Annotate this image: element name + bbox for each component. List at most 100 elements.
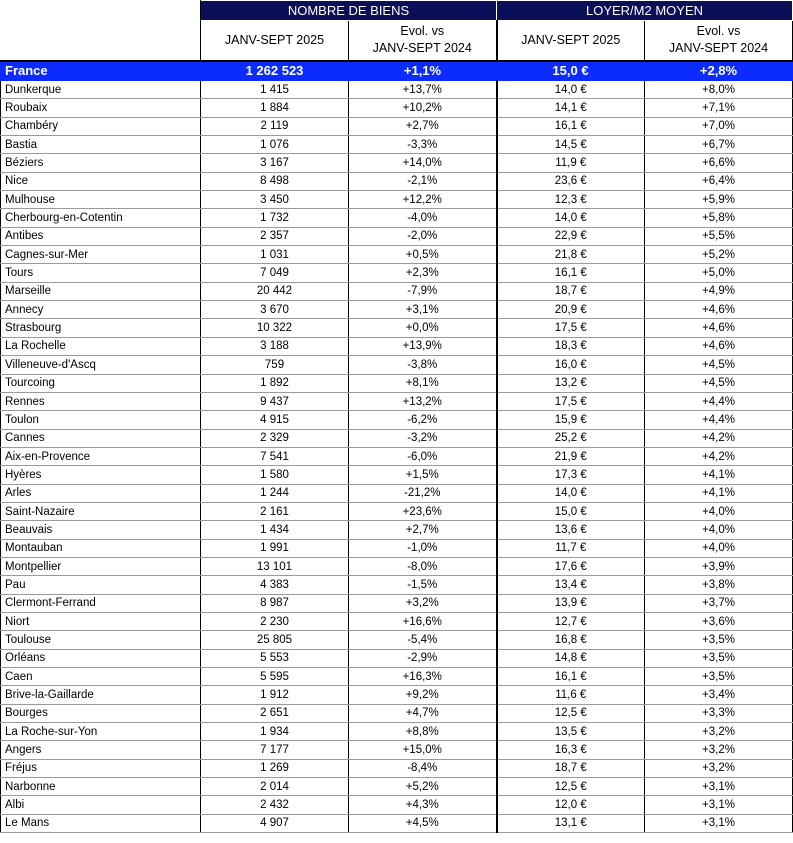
city-name: Aix-en-Provence <box>0 446 201 467</box>
france-loyer: 15,0 € <box>496 60 645 81</box>
biens-count: 2 651 <box>200 703 349 724</box>
loyer-evol: +3,1% <box>644 777 793 797</box>
biens-evol: +13,7% <box>348 79 497 100</box>
biens-evol: +12,2% <box>348 190 497 210</box>
table-row: Béziers 3 167 +14,0% 11,9 € +6,6% <box>0 153 793 173</box>
loyer-evol: +3,5% <box>644 648 793 669</box>
france-biens-evol: +1,1% <box>348 60 497 81</box>
biens-evol: +0,0% <box>348 318 497 338</box>
biens-evol: +5,2% <box>348 777 497 797</box>
city-name: Montauban <box>0 538 201 558</box>
loyer-value: 11,6 € <box>495 685 645 705</box>
city-name: Tours <box>0 263 201 283</box>
table-row: Beauvais 1 434 +2,7% 13,6 € +4,0% <box>0 520 793 540</box>
biens-evol: -6,2% <box>348 410 497 430</box>
loyer-evol: +3,6% <box>644 611 793 632</box>
city-name: Tourcoing <box>0 373 201 393</box>
city-name: Pau <box>0 575 201 595</box>
table-row: Saint-Nazaire 2 161 +23,6% 15,0 € +4,0% <box>0 501 793 522</box>
table-row: Niort 2 230 +16,6% 12,7 € +3,6% <box>0 611 793 632</box>
table-row: Cannes 2 329 -3,2% 25,2 € +4,2% <box>0 428 793 448</box>
loyer-value: 17,5 € <box>495 391 645 412</box>
loyer-evol: +3,1% <box>644 795 793 815</box>
loyer-evol: +4,4% <box>644 391 793 412</box>
table-row: Albi 2 432 +4,3% 12,0 € +3,1% <box>0 795 793 815</box>
table-row: Angers 7 177 +15,0% 16,3 € +3,2% <box>0 740 793 760</box>
city-name: Caen <box>0 666 201 687</box>
loyer-value: 14,1 € <box>495 98 645 118</box>
table-row: Dunkerque 1 415 +13,7% 14,0 € +8,0% <box>0 79 793 100</box>
loyer-value: 15,9 € <box>495 410 645 430</box>
city-name: Brive-la-Gaillarde <box>0 685 201 705</box>
header-biens-period: JANV-SEPT 2025 <box>200 20 349 62</box>
loyer-value: 13,2 € <box>495 373 645 393</box>
table-row: Pau 4 383 -1,5% 13,4 € +3,8% <box>0 575 793 595</box>
loyer-value: 14,8 € <box>495 648 645 669</box>
biens-count: 1 244 <box>200 483 349 503</box>
biens-evol: +3,1% <box>348 300 497 320</box>
biens-count: 2 161 <box>200 501 349 522</box>
loyer-value: 18,7 € <box>495 281 645 302</box>
table-row: Nice 8 498 -2,1% 23,6 € +6,4% <box>0 171 793 192</box>
city-name: Mulhouse <box>0 190 201 210</box>
loyer-value: 25,2 € <box>495 428 645 448</box>
header-loyer-evol-line1: Evol. vs <box>696 24 741 39</box>
loyer-evol: +5,9% <box>644 190 793 210</box>
table-row: Bourges 2 651 +4,7% 12,5 € +3,3% <box>0 703 793 724</box>
loyer-value: 18,3 € <box>495 336 645 357</box>
table-row: Toulon 4 915 -6,2% 15,9 € +4,4% <box>0 410 793 430</box>
loyer-evol: +6,7% <box>644 135 793 155</box>
biens-count: 25 805 <box>200 630 349 650</box>
city-name: Albi <box>0 795 201 815</box>
biens-evol: +9,2% <box>348 685 497 705</box>
biens-evol: -4,0% <box>348 208 497 228</box>
table-row: Aix-en-Provence 7 541 -6,0% 21,9 € +4,2% <box>0 446 793 467</box>
loyer-value: 12,7 € <box>495 611 645 632</box>
biens-count: 1 912 <box>200 685 349 705</box>
loyer-value: 18,7 € <box>495 758 645 779</box>
city-name: Chambéry <box>0 116 201 137</box>
biens-evol: +15,0% <box>348 740 497 760</box>
loyer-evol: +4,9% <box>644 281 793 302</box>
loyer-evol: +4,5% <box>644 373 793 393</box>
biens-evol: +2,3% <box>348 263 497 283</box>
biens-evol: +16,6% <box>348 611 497 632</box>
header-nombre-de-biens: NOMBRE DE BIENS <box>200 0 497 21</box>
city-name: Toulon <box>0 410 201 430</box>
biens-evol: +23,6% <box>348 501 497 522</box>
table-row: Chambéry 2 119 +2,7% 16,1 € +7,0% <box>0 116 793 137</box>
biens-evol: -2,0% <box>348 226 497 247</box>
biens-count: 1 732 <box>200 208 349 228</box>
loyer-value: 23,6 € <box>495 171 645 192</box>
table-row: Clermont-Ferrand 8 987 +3,2% 13,9 € +3,7% <box>0 593 793 613</box>
city-name: La Roche-sur-Yon <box>0 722 201 742</box>
biens-evol: -1,5% <box>348 575 497 595</box>
loyer-evol: +7,1% <box>644 98 793 118</box>
loyer-evol: +6,6% <box>644 153 793 173</box>
loyer-value: 12,3 € <box>495 190 645 210</box>
loyer-evol: +4,0% <box>644 520 793 540</box>
loyer-value: 13,4 € <box>495 575 645 595</box>
biens-count: 20 442 <box>200 281 349 302</box>
city-name: Antibes <box>0 226 201 247</box>
table-row: Hyères 1 580 +1,5% 17,3 € +4,1% <box>0 465 793 485</box>
table-row: Montpellier 13 101 -8,0% 17,6 € +3,9% <box>0 556 793 577</box>
biens-evol: -6,0% <box>348 446 497 467</box>
biens-count: 4 907 <box>200 813 349 834</box>
table-row: Montauban 1 991 -1,0% 11,7 € +4,0% <box>0 538 793 558</box>
loyer-value: 21,8 € <box>495 245 645 265</box>
biens-evol: +3,2% <box>348 593 497 613</box>
biens-count: 1 076 <box>200 135 349 155</box>
biens-count: 2 329 <box>200 428 349 448</box>
biens-evol: -1,0% <box>348 538 497 558</box>
loyer-evol: +4,6% <box>644 300 793 320</box>
biens-count: 2 432 <box>200 795 349 815</box>
biens-evol: -3,2% <box>348 428 497 448</box>
table-row: Orléans 5 553 -2,9% 14,8 € +3,5% <box>0 648 793 669</box>
biens-evol: +16,3% <box>348 666 497 687</box>
biens-count: 1 934 <box>200 722 349 742</box>
loyer-evol: +3,2% <box>644 722 793 742</box>
header-loyer-evol-line2: JANV-SEPT 2024 <box>668 41 769 56</box>
loyer-evol: +5,8% <box>644 208 793 228</box>
loyer-evol: +3,5% <box>644 666 793 687</box>
